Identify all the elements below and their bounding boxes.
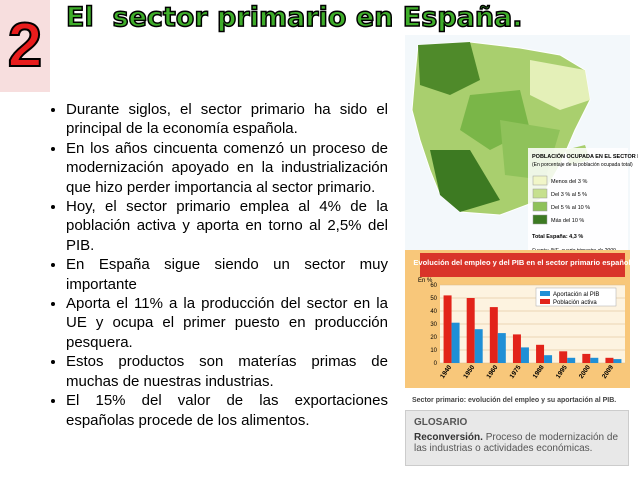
x-tick-label: 1950	[462, 364, 476, 380]
map-legend-swatch	[532, 214, 548, 225]
map-legend-label: Del 5 % al 10 %	[551, 205, 590, 211]
slide-number: 2	[0, 0, 50, 92]
bar	[451, 322, 460, 363]
bar	[567, 357, 576, 363]
map-legend-label: Del 3 % al 5 %	[551, 192, 587, 198]
map-region	[530, 60, 590, 110]
map-legend-swatch	[532, 188, 548, 199]
bar	[605, 357, 614, 363]
y-tick-label: 20	[430, 335, 437, 341]
legend-label: Población activa	[553, 300, 597, 306]
glossary-term: Reconversión.	[414, 432, 483, 443]
bar	[474, 329, 483, 363]
glossary-definition: Proceso de modernización de las industri…	[414, 432, 619, 454]
chart-bg	[405, 250, 630, 388]
map-legend-swatch	[532, 175, 548, 186]
glossary-heading: GLOSARIO	[414, 417, 468, 428]
bullet: Aporta el 11% a la producción del sector…	[66, 294, 388, 352]
map-region	[460, 90, 530, 150]
map-islands	[565, 145, 590, 165]
bullet: Hoy, el sector primario emplea al 4% de …	[66, 197, 388, 255]
bar	[544, 355, 553, 363]
map-legend-swatch	[532, 201, 548, 212]
chart-caption: Sector primario: evolución del empleo y …	[412, 397, 616, 404]
bar	[512, 334, 521, 363]
bar	[520, 347, 529, 363]
x-tick-label: 1940	[439, 364, 453, 380]
y-tick-label: 60	[430, 283, 437, 289]
bar	[559, 351, 568, 363]
bar	[613, 359, 622, 363]
bar	[536, 344, 545, 363]
map-legend-subtitle: (En porcentaje de la población ocupada t…	[532, 162, 633, 168]
legend-swatch	[540, 291, 550, 296]
y-tick-label: 30	[430, 322, 437, 328]
bullet: El 15% del valor de las exportaciones es…	[66, 391, 388, 430]
map-caption: Población ocupada en el sector primario …	[428, 265, 600, 272]
map-region	[430, 150, 500, 212]
legend-swatch	[540, 299, 550, 304]
map-legend-title: POBLACIÓN OCUPADA EN EL SECTOR PRIMARIO	[532, 152, 638, 160]
x-tick-label: 1960	[485, 364, 499, 380]
map-legend-label: Más del 10 %	[551, 218, 584, 224]
legend-bg	[535, 287, 617, 307]
bullet: Durante siglos, el sector primario ha si…	[66, 100, 388, 139]
map-legend-label: Menos del 3 %	[551, 179, 587, 185]
y-tick-label: 40	[430, 309, 437, 315]
bar	[466, 298, 475, 363]
bar	[582, 353, 591, 363]
chart-title: Evolución del empleo y del PIB en el sec…	[413, 258, 630, 267]
glossary: GLOSARIO Reconversión. Proceso de modern…	[405, 410, 629, 466]
y-tick-label: 0	[434, 361, 438, 367]
x-tick-label: 2009	[601, 364, 615, 380]
slide-title: El sector primario en España.	[65, 1, 523, 34]
bullet: En España sigue siendo un sector muy imp…	[66, 255, 388, 294]
bar	[443, 295, 452, 363]
y-axis-label: En %	[418, 278, 433, 284]
y-tick-label: 50	[430, 296, 437, 302]
map-region	[418, 42, 480, 95]
x-tick-label: 1995	[555, 364, 569, 380]
bullet-list: Durante siglos, el sector primario ha si…	[44, 100, 388, 430]
map-spain	[411, 41, 591, 216]
x-tick-label: 1975	[509, 364, 523, 380]
bullet: En los años cincuenta comenzó un proceso…	[66, 139, 388, 197]
bar	[489, 307, 498, 363]
bar	[590, 357, 599, 363]
bar	[497, 333, 506, 363]
map-legend-bg	[528, 148, 628, 258]
chart-title-band	[420, 253, 625, 277]
plot-area	[440, 285, 625, 363]
map-region	[500, 120, 560, 180]
legend-label: Aportación al PIB	[553, 292, 599, 298]
y-tick-label: 10	[430, 348, 437, 354]
x-tick-label: 2000	[578, 364, 592, 380]
bullet: Estos productos son materías primas de m…	[66, 352, 388, 391]
map-source: Fuente: INE, cuarto trimestre de 2009.	[532, 248, 617, 254]
map-bg	[405, 35, 630, 260]
map-total: Total España: 4,3 %	[532, 234, 583, 240]
x-tick-label: 1988	[532, 364, 546, 380]
